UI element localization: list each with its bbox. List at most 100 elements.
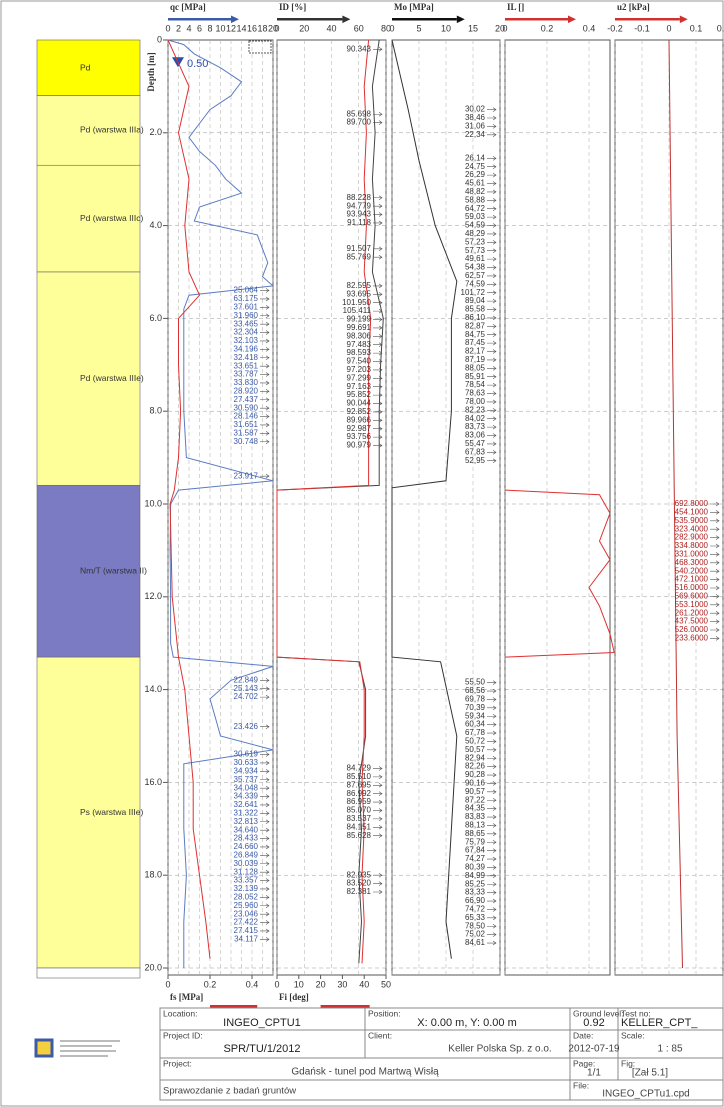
annotation: 85,25 <box>465 879 486 888</box>
annotation-arrow <box>487 206 497 211</box>
x-tick-label: 20 <box>495 23 505 33</box>
annotation: 88,13 <box>465 821 486 830</box>
x2-tick-label: 0 <box>274 979 279 989</box>
annotation-arrow <box>260 844 270 850</box>
footer-report: Sprawozdanie z badań gruntów <box>163 1086 296 1097</box>
annotation-arrow <box>487 923 497 929</box>
annotation-arrow <box>260 330 270 335</box>
annotation: 31.322 <box>234 808 259 817</box>
depth-tick-label: 6.0 <box>149 313 162 323</box>
annotation-arrow <box>487 907 497 912</box>
annotation-arrow <box>260 920 270 925</box>
annotation-arrow <box>373 47 383 52</box>
logo-text <box>60 1050 116 1052</box>
annotation: 84,35 <box>465 804 486 813</box>
annotation-arrow <box>373 426 383 431</box>
annotation: 87.695 <box>347 780 372 789</box>
bottom-accent <box>210 1005 258 1008</box>
annotation: 454.1000 <box>675 508 709 517</box>
annotation-arrow <box>373 774 383 780</box>
annotation-arrow <box>373 300 383 305</box>
annotation-arrow <box>373 808 383 813</box>
annotation-arrow <box>373 212 383 217</box>
annotation: 74,59 <box>465 279 486 288</box>
annotation-arrow <box>373 308 383 314</box>
x-tick-label: 0 <box>165 23 170 33</box>
x2-tick-label: 0 <box>165 979 170 989</box>
annotation-arrow <box>487 433 497 438</box>
x2-tick-label: 40 <box>359 979 369 989</box>
annotation-arrow <box>260 903 270 909</box>
annotation-arrow <box>487 198 497 203</box>
footer-label: File: <box>573 1080 589 1090</box>
annotation: 82,94 <box>465 753 486 762</box>
annotation-arrow <box>260 380 270 386</box>
annotation-arrow <box>260 431 270 436</box>
bottom-accent <box>320 1005 370 1008</box>
footer-value: Gdańsk - tunel pod Martwą Wisłą <box>291 1067 439 1078</box>
x-tick-label: 15 <box>468 23 478 33</box>
annotation: 87,19 <box>465 355 486 364</box>
annotation: 78,63 <box>465 389 486 398</box>
annotation-arrow <box>373 283 383 289</box>
annotation: 85.698 <box>347 109 372 118</box>
annotation: 34.339 <box>234 792 259 801</box>
annotation: 37.601 <box>234 302 259 311</box>
annotation: 85.510 <box>347 772 372 781</box>
annotation: 38,46 <box>465 113 486 122</box>
annotation-arrow <box>260 794 270 799</box>
annotation-arrow <box>260 760 270 766</box>
annotation-arrow <box>710 585 720 591</box>
annotation: 98.306 <box>347 331 372 340</box>
x2-tick-label: 20 <box>316 979 326 989</box>
annotation-arrow <box>487 697 497 702</box>
annotation-arrow <box>710 636 720 641</box>
x-tick-label: 12 <box>226 23 236 33</box>
annotation-arrow <box>373 418 383 423</box>
annotation: 84,99 <box>465 871 486 880</box>
footer-value: 1 : 85 <box>657 1044 682 1055</box>
annotation-arrow <box>487 865 497 870</box>
annotation-arrow <box>487 223 497 228</box>
annotation: 24.702 <box>234 692 259 701</box>
depth-tick-label: 16.0 <box>144 777 162 787</box>
annotation: 82.935 <box>347 870 372 879</box>
annotation-arrow <box>487 172 497 178</box>
x-tick-label: 0.2 <box>717 23 724 33</box>
annotation-arrow <box>373 401 383 406</box>
annotation-arrow <box>487 764 497 769</box>
annotation-arrow <box>487 458 497 463</box>
footer: Location: INGEO_CPTU1 Position: X: 0.00 … <box>34 1007 724 1101</box>
annotation: 30.590 <box>234 403 259 412</box>
depth-tick-label: 20.0 <box>144 962 162 972</box>
annotation: 323.4000 <box>675 524 709 533</box>
annotation-arrow <box>487 450 497 455</box>
annotation: 90,57 <box>465 787 486 796</box>
x-tick-label: 6 <box>197 23 202 33</box>
x-tick-label: 0 <box>502 23 507 33</box>
annotation-arrow <box>260 769 270 774</box>
annotation: 30,02 <box>465 105 486 114</box>
annotation-arrow <box>373 359 383 364</box>
annotation: 33.651 <box>234 361 259 370</box>
annotation: 27.437 <box>234 395 259 404</box>
annotation: 92.852 <box>347 407 372 416</box>
annotation-arrow <box>373 350 383 356</box>
annotation-arrow <box>373 783 383 788</box>
annotation: 70,39 <box>465 703 486 712</box>
annotation: 32.103 <box>234 336 259 345</box>
annotation: 65,33 <box>465 913 486 922</box>
footer-value: 2012-07-19 <box>568 1044 620 1055</box>
annotation-arrow <box>260 836 270 841</box>
annotation-arrow <box>260 724 270 729</box>
annotation: 67,83 <box>465 447 486 456</box>
annotation-arrow <box>487 781 497 786</box>
annotation-arrow <box>710 577 720 582</box>
annotation-arrow <box>487 881 497 887</box>
annotation: 692.8000 <box>675 499 709 508</box>
x-tick-label: 40 <box>326 23 336 33</box>
x-tick-label: 0.4 <box>583 23 596 33</box>
depth-tick-label: 0 <box>157 34 162 44</box>
depth-tick-label: 18.0 <box>144 870 162 880</box>
annotation-arrow <box>487 898 497 904</box>
